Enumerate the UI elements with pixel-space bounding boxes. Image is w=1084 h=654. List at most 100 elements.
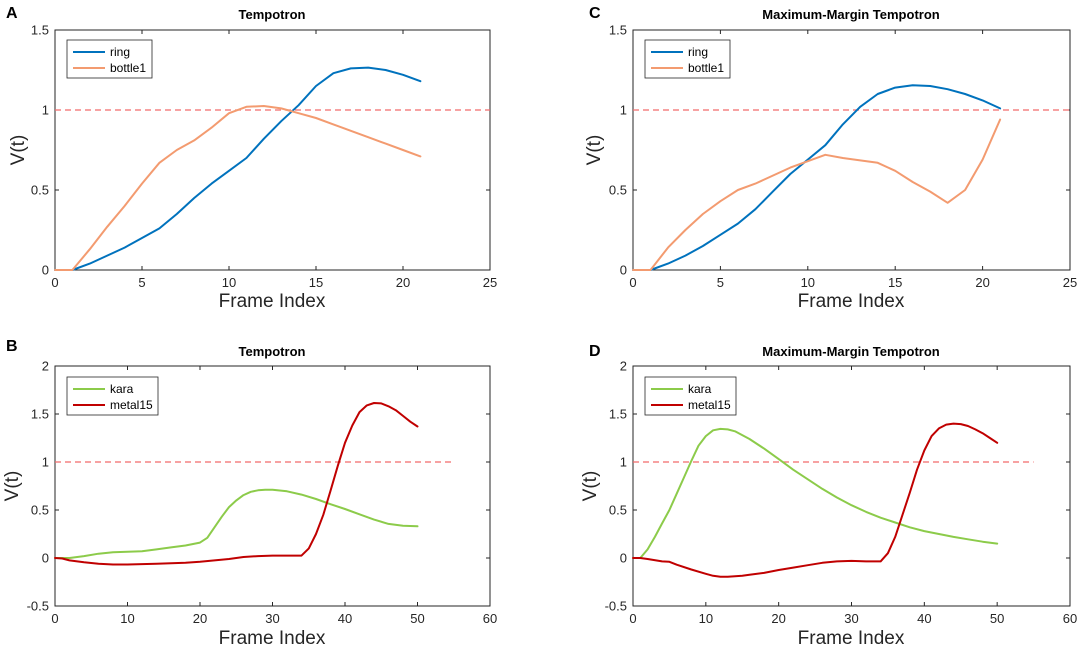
panel-d: D Maximum-Margin Tempotron Frame Index V… (580, 343, 1077, 649)
panel-title-b: Tempotron (239, 344, 306, 359)
x-axis-label-a: Frame Index (219, 291, 326, 312)
legend-label-bottle1: bottle1 (110, 61, 146, 75)
x-tick-label: 0 (51, 275, 58, 290)
legend-box-c (644, 39, 731, 79)
y-tick-label: 1 (620, 103, 627, 118)
legend-label-ring: ring (110, 45, 130, 59)
y-tick-label: 0 (42, 551, 49, 566)
y-tick-label: 0.5 (609, 503, 627, 518)
y-tick-label: 1.5 (609, 407, 627, 422)
x-tick-label: 10 (222, 275, 236, 290)
ticks-c: 0 5 10 15 20 25 0 0.5 1 1.5 (609, 23, 1077, 291)
y-tick-label: -0.5 (27, 599, 49, 614)
x-tick-label: 60 (483, 611, 497, 626)
y-tick-label: 0 (42, 263, 49, 278)
legend-label-kara: kara (110, 382, 134, 396)
x-tick-label: 15 (888, 275, 902, 290)
x-tick-label: 25 (1063, 275, 1077, 290)
legend-d: kara metal15 (644, 376, 737, 416)
plot-area-c (632, 84, 1070, 271)
plot-area-a (54, 66, 490, 271)
y-tick-label: 1 (620, 455, 627, 470)
series-line-kara (632, 427, 999, 559)
y-axis-label-d: V(t) (580, 471, 601, 502)
legend-label-metal15: metal15 (110, 398, 153, 412)
x-tick-label: 30 (265, 611, 279, 626)
series-line-bottle1 (54, 105, 422, 271)
panel-c: C Maximum-Margin Tempotron Frame Index V… (584, 5, 1077, 312)
panel-title-c: Maximum-Margin Tempotron (762, 7, 939, 22)
y-axis-label-a: V(t) (8, 135, 29, 166)
series-line-ring (54, 66, 422, 271)
x-tick-label: 20 (396, 275, 410, 290)
plot-area-d (632, 422, 1034, 578)
y-tick-label: 2 (620, 359, 627, 374)
series-line-kara (54, 488, 419, 559)
y-tick-label: 0 (620, 263, 627, 278)
series-line-ring (632, 84, 1002, 271)
series-line-bottle1 (632, 118, 1002, 271)
axes-box-c (632, 29, 1071, 271)
x-axis-label-d: Frame Index (798, 628, 905, 649)
x-tick-label: 20 (193, 611, 207, 626)
x-tick-label: 15 (309, 275, 323, 290)
x-tick-label: 20 (975, 275, 989, 290)
legend-a: ring bottle1 (66, 39, 153, 79)
x-axis-label-b: Frame Index (219, 628, 326, 649)
x-tick-label: 0 (629, 611, 636, 626)
plot-area-b (54, 402, 454, 566)
panel-title-a: Tempotron (239, 7, 306, 22)
x-tick-label: 40 (917, 611, 931, 626)
y-tick-label: 1.5 (31, 407, 49, 422)
ticks-d: 0 10 20 30 40 50 60-0.500.511.52 (605, 359, 1078, 627)
ticks-b: 0 10 20 30 40 50 60-0.500.511.52 (27, 359, 498, 627)
y-tick-label: 0.5 (31, 503, 49, 518)
x-tick-label: 25 (483, 275, 497, 290)
legend-label-bottle1: bottle1 (688, 61, 724, 75)
legend-label-ring: ring (688, 45, 708, 59)
legend-b: kara metal15 (66, 376, 159, 416)
legend-label-kara: kara (688, 382, 712, 396)
x-tick-label: 10 (801, 275, 815, 290)
series-line-metal15 (54, 402, 419, 566)
y-tick-label: 1.5 (609, 23, 627, 38)
x-tick-label: 50 (990, 611, 1004, 626)
y-tick-label: 0 (620, 551, 627, 566)
x-tick-label: 5 (138, 275, 145, 290)
x-tick-label: 50 (410, 611, 424, 626)
x-tick-label: 30 (844, 611, 858, 626)
y-tick-label: 1 (42, 455, 49, 470)
y-axis-label-c: V(t) (584, 135, 605, 166)
legend-box-a (66, 39, 153, 79)
panel-letter-b: B (6, 338, 18, 355)
panel-letter-c: C (589, 5, 601, 22)
axes-box-a (54, 29, 491, 271)
y-tick-label: 1 (42, 103, 49, 118)
panel-title-d: Maximum-Margin Tempotron (762, 344, 939, 359)
legend-box-d (644, 376, 737, 416)
ticks-a: 0 5 10 15 20 25 0 0.5 1 1.5 (31, 23, 497, 291)
x-tick-label: 20 (771, 611, 785, 626)
x-axis-label-c: Frame Index (798, 291, 905, 312)
x-tick-label: 10 (120, 611, 134, 626)
legend-c: ring bottle1 (644, 39, 731, 79)
y-tick-label: 1.5 (31, 23, 49, 38)
x-tick-label: 60 (1063, 611, 1077, 626)
panel-b: B Tempotron Frame Index V(t) 0 10 20 30 40 50… (2, 338, 497, 649)
y-tick-label: 0.5 (609, 183, 627, 198)
y-tick-label: 2 (42, 359, 49, 374)
x-tick-label: 5 (717, 275, 724, 290)
y-tick-label: 0.5 (31, 183, 49, 198)
panel-letter-d: D (589, 343, 601, 360)
y-axis-label-b: V(t) (2, 471, 23, 502)
y-tick-label: -0.5 (605, 599, 627, 614)
legend-label-metal15: metal15 (688, 398, 731, 412)
panel-letter-a: A (6, 5, 18, 22)
legend-box-b (66, 376, 159, 416)
x-tick-label: 40 (338, 611, 352, 626)
x-tick-label: 0 (629, 275, 636, 290)
x-tick-label: 0 (51, 611, 58, 626)
panel-a: A Tempotron Frame Index V(t) 0 5 10 15 20 250… (6, 5, 497, 312)
series-line-metal15 (632, 422, 999, 578)
